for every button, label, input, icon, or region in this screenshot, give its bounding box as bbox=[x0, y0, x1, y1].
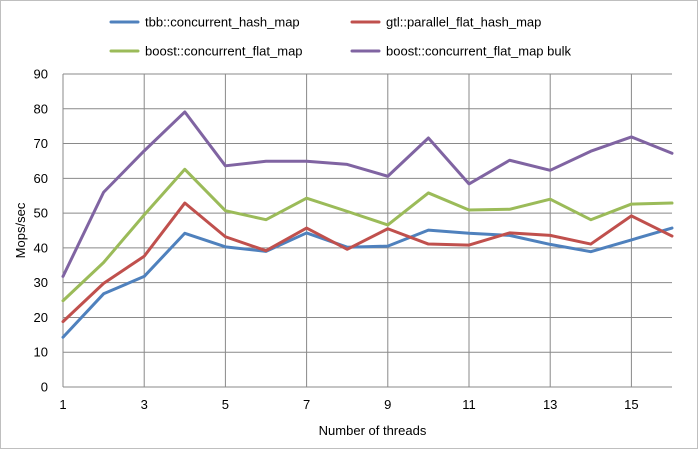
y-tick-label: 0 bbox=[41, 380, 48, 395]
x-axis-tick-labels: 1 3 5 7 9 11 13 15 bbox=[59, 397, 638, 412]
y-tick-label: 20 bbox=[34, 310, 48, 325]
legend-label: boost::concurrent_flat_map bulk bbox=[386, 44, 571, 59]
series-line-3 bbox=[61, 167, 674, 303]
y-tick-label: 60 bbox=[34, 171, 48, 186]
series-line-2 bbox=[61, 201, 674, 324]
plot-area bbox=[62, 74, 672, 388]
y-tick-label: 30 bbox=[34, 275, 48, 290]
x-tick-label: 13 bbox=[543, 397, 557, 412]
series-line-1 bbox=[61, 226, 674, 339]
y-tick-label: 80 bbox=[34, 101, 48, 116]
x-tick-label: 5 bbox=[222, 397, 229, 412]
y-axis-title: Mops/sec bbox=[13, 202, 28, 258]
x-tick-label: 1 bbox=[59, 397, 66, 412]
x-tick-label: 9 bbox=[384, 397, 391, 412]
legend-label: gtl::parallel_flat_hash_map bbox=[386, 15, 541, 30]
y-tick-label: 40 bbox=[34, 240, 48, 255]
y-tick-label: 90 bbox=[34, 67, 48, 82]
y-tick-label: 50 bbox=[34, 206, 48, 221]
y-tick-label: 70 bbox=[34, 136, 48, 151]
x-tick-label: 11 bbox=[462, 397, 476, 412]
x-tick-label: 15 bbox=[624, 397, 638, 412]
x-tick-label: 3 bbox=[141, 397, 148, 412]
legend-label: boost::concurrent_flat_map bbox=[145, 44, 303, 59]
grid-lines bbox=[62, 73, 672, 387]
series-lines bbox=[61, 110, 674, 339]
y-tick-label: 10 bbox=[34, 345, 48, 360]
legend-label: tbb::concurrent_hash_map bbox=[145, 15, 300, 30]
series-line-4 bbox=[61, 110, 674, 278]
y-axis-tick-labels: 0 10 20 30 40 50 60 70 80 90 bbox=[34, 67, 48, 395]
x-axis-title: Number of threads bbox=[319, 423, 427, 438]
x-tick-label: 7 bbox=[303, 397, 310, 412]
legend: tbb::concurrent_hash_map gtl::parallel_fl… bbox=[109, 15, 571, 59]
